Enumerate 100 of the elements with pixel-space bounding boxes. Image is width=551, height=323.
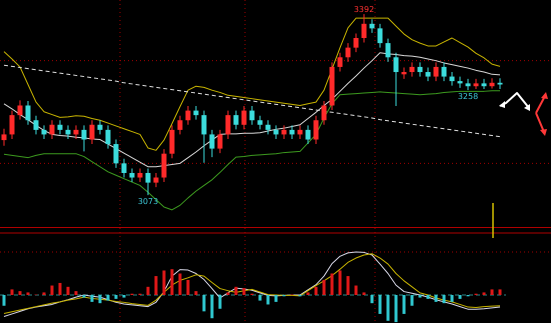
- bar: [226, 292, 230, 295]
- bar: [362, 292, 366, 295]
- candlestick: [386, 38, 390, 62]
- bar: [114, 295, 118, 299]
- bar: [10, 289, 14, 295]
- bar: [194, 291, 198, 295]
- candlestick: [178, 115, 182, 135]
- bar: [490, 289, 494, 295]
- candlestick: [130, 168, 134, 183]
- candlestick: [138, 168, 142, 183]
- bar: [82, 295, 86, 298]
- bar: [458, 295, 462, 299]
- bar: [274, 295, 278, 302]
- candlestick: [42, 124, 46, 140]
- bar: [450, 295, 454, 302]
- bar: [90, 295, 94, 302]
- bar: [258, 295, 262, 301]
- bar: [354, 286, 358, 295]
- bar: [210, 295, 214, 318]
- candlestick: [170, 124, 174, 159]
- candlestick: [74, 124, 78, 140]
- candlestick: [242, 106, 246, 130]
- bar: [98, 295, 102, 304]
- bar: [58, 282, 62, 295]
- candlestick: [266, 120, 270, 135]
- bar: [154, 276, 158, 295]
- candlestick: [322, 100, 326, 126]
- candlestick: [394, 52, 398, 107]
- candlestick: [362, 14, 366, 44]
- bar: [266, 295, 270, 304]
- candlestick: [90, 120, 94, 145]
- bar: [418, 295, 422, 298]
- bar: [346, 276, 350, 295]
- candlestick: [194, 106, 198, 120]
- bar: [66, 286, 70, 295]
- candlestick: [458, 76, 462, 88]
- candlestick: [18, 100, 22, 120]
- candlestick: [66, 124, 70, 140]
- annotation: 3258: [458, 92, 478, 102]
- bar: [314, 286, 318, 295]
- candlestick: [2, 128, 6, 146]
- bar: [202, 295, 206, 312]
- bar: [330, 274, 334, 295]
- candlestick: [354, 32, 358, 53]
- bar: [442, 295, 446, 304]
- candlestick: [82, 124, 86, 152]
- candlestick: [114, 139, 118, 168]
- bar: [426, 295, 430, 299]
- candlestick: [258, 115, 262, 130]
- candlestick: [434, 62, 438, 82]
- candlestick: [226, 110, 230, 140]
- candlestick: [250, 106, 254, 126]
- candlestick: [298, 124, 302, 140]
- bar: [434, 295, 438, 302]
- bar: [234, 286, 238, 295]
- candlestick: [34, 115, 38, 135]
- bar: [106, 295, 110, 301]
- candlestick: [98, 120, 102, 135]
- bar: [322, 280, 326, 295]
- candlestick: [202, 110, 206, 164]
- candlestick: [218, 129, 222, 154]
- bar: [410, 295, 414, 306]
- candlestick: [10, 110, 14, 140]
- bar: [74, 291, 78, 295]
- bar: [122, 295, 126, 298]
- bar: [18, 291, 22, 295]
- candlestick: [378, 23, 382, 48]
- bar: [50, 286, 54, 295]
- bar: [498, 289, 502, 295]
- bar: [218, 295, 222, 309]
- bar: [2, 295, 6, 306]
- bar: [338, 270, 342, 295]
- bar: [306, 292, 310, 295]
- candlestick: [410, 62, 414, 78]
- bar: [162, 270, 166, 295]
- candlestick: [442, 62, 446, 82]
- candlestick: [306, 124, 310, 145]
- bar: [146, 286, 150, 295]
- candlestick: [154, 172, 158, 188]
- bar: [378, 295, 382, 314]
- bar: [402, 295, 406, 314]
- candlestick: [26, 100, 30, 126]
- bar: [482, 292, 486, 295]
- candlestick: [314, 115, 318, 145]
- candlestick: [58, 120, 62, 135]
- candlestick: [402, 66, 406, 80]
- annotation: 3073: [138, 197, 158, 206]
- bar: [386, 295, 390, 321]
- candlestick: [210, 129, 214, 158]
- bar: [242, 288, 246, 295]
- candlestick: [370, 18, 374, 34]
- candlestick: [290, 124, 294, 140]
- bar: [186, 280, 190, 295]
- candlestick: [426, 66, 430, 82]
- candlestick: [162, 148, 166, 183]
- candlestick: [338, 52, 342, 72]
- annotation: 3392: [354, 5, 374, 14]
- bar: [178, 274, 182, 295]
- bar: [26, 292, 30, 295]
- bar: [42, 292, 46, 295]
